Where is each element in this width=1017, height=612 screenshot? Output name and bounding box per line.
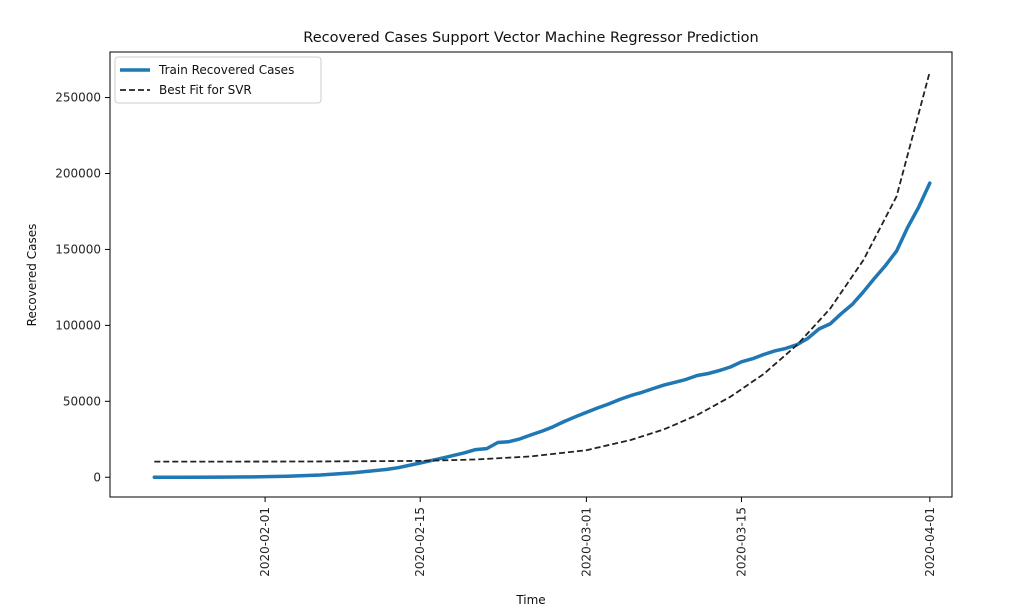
series-layer — [152, 71, 932, 479]
x-tick-label: 2020-03-15 — [735, 507, 749, 577]
y-tick-label: 250000 — [55, 91, 101, 105]
x-tick-label: 2020-04-01 — [923, 507, 937, 577]
y-tick-label: 0 — [93, 470, 101, 484]
legend-box — [114, 56, 322, 104]
y-tick-label: 100000 — [55, 318, 101, 332]
legend-label-train: Train Recovered Cases — [158, 63, 294, 77]
chart-title: Recovered Cases Support Vector Machine R… — [303, 30, 758, 46]
y-axis-label: Recovered Cases — [25, 224, 39, 327]
series-line-svr-fit — [154, 71, 931, 463]
y-tick-label: 50000 — [63, 394, 101, 408]
y-axis: 0 50000 100000 150000 200000 250000 — [55, 91, 110, 484]
plot-frame — [109, 51, 953, 498]
x-axis: 2020-02-01 2020-02-15 2020-03-01 2020-03-15… — [258, 497, 937, 577]
y-tick-label: 150000 — [55, 242, 101, 256]
x-axis-label: Time — [515, 593, 545, 607]
legend-label-svr: Best Fit for SVR — [159, 83, 252, 97]
x-tick-label: 2020-03-01 — [579, 507, 593, 577]
x-tick-label: 2020-02-15 — [413, 507, 427, 577]
series-line-train-recovered — [152, 181, 932, 479]
legend: Train Recovered Cases Best Fit for SVR — [114, 56, 322, 104]
x-tick-label: 2020-02-01 — [258, 507, 272, 577]
y-tick-label: 200000 — [55, 167, 101, 181]
